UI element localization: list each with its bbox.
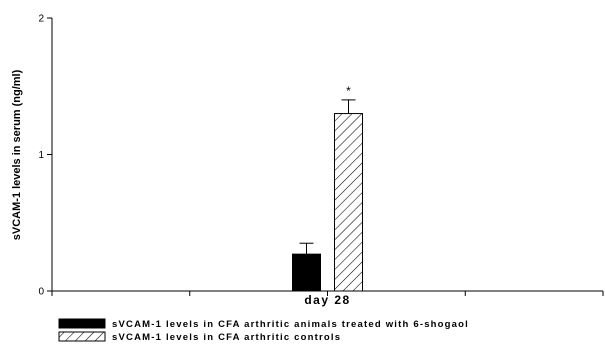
legend-label-treated: sVCAM-1 levels in CFA arthritic animals …	[112, 319, 469, 330]
legend-swatch-hatched	[58, 331, 106, 342]
y-axis-title: sVCAM-1 levels in serum (ng/ml)	[11, 69, 23, 240]
legend-label-control: sVCAM-1 levels in CFA arthritic controls	[112, 332, 341, 343]
legend: sVCAM-1 levels in CFA arthritic animals …	[58, 318, 469, 343]
bar-treated	[292, 253, 321, 292]
y-tick-label: 0	[38, 287, 44, 298]
significance-marker: *	[346, 84, 351, 98]
x-category-label: day 28	[304, 293, 350, 307]
y-tick-label: 1	[38, 150, 44, 161]
bar-control	[334, 113, 363, 292]
y-tick-label: 2	[38, 14, 44, 25]
legend-swatch-solid	[58, 318, 106, 329]
